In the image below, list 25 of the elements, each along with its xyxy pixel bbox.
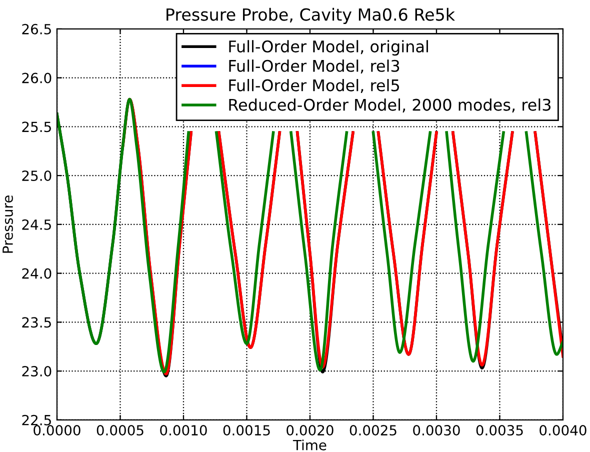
y-tick-label: 26.0 <box>22 72 52 84</box>
x-tick-label: 0.0030 <box>413 425 460 436</box>
y-tick-label: 23.5 <box>22 317 51 328</box>
legend-label: Full-Order Model, original <box>229 40 428 56</box>
x-tick-label: 0.0005 <box>96 425 144 436</box>
x-tick-label: 0.0040 <box>540 425 586 436</box>
y-tick-label: 24.0 <box>22 268 52 279</box>
x-tick-label: 0.0025 <box>350 425 396 436</box>
x-axis-title: Time <box>292 440 326 450</box>
x-tick-label: 0.0010 <box>160 425 207 436</box>
y-tick-label: 25.0 <box>22 170 52 182</box>
legend-label: Reduced-Order Model, 2000 modes, rel3 <box>229 98 551 112</box>
legend-label: Full-Order Model, rel3 <box>229 60 400 74</box>
y-tick-label: 24.5 <box>22 219 51 230</box>
x-tick-label: 0.0015 <box>223 425 270 436</box>
y-tick-label: 26.5 <box>22 24 51 34</box>
y-tick-label: 23.0 <box>22 366 52 377</box>
x-tick-label: 0.0000 <box>34 425 80 436</box>
x-tick-label: 0.0035 <box>476 425 523 436</box>
x-tick-label: 0.0020 <box>286 425 334 436</box>
y-axis-title: Pressure <box>2 196 13 253</box>
y-tick-label: 25.5 <box>22 122 51 132</box>
y-tick-label: 22.5 <box>22 414 51 426</box>
chart-title: Pressure Probe, Cavity Ma0.6 Re5k <box>166 8 455 24</box>
legend-label: Full-Order Model, rel5 <box>229 79 399 94</box>
